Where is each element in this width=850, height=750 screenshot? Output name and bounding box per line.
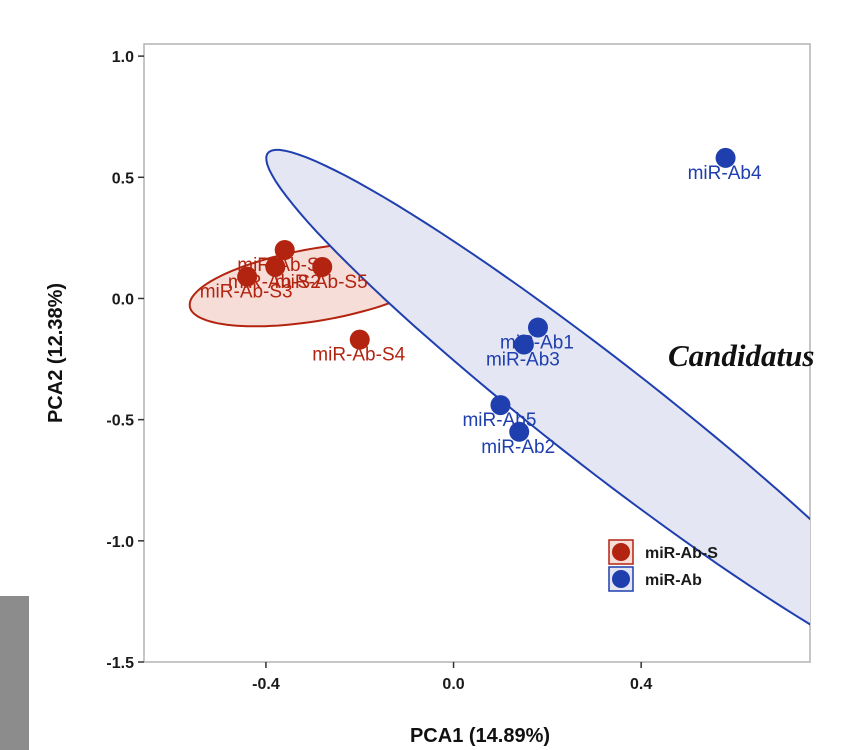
y-tick-label-5: -1.5 — [106, 655, 134, 672]
y-tick-label-4: -1.0 — [106, 534, 134, 551]
point-1-4 — [490, 395, 511, 416]
point-1-1 — [509, 421, 530, 442]
y-tick-label-2: 0.0 — [112, 291, 134, 308]
point-1-3 — [715, 147, 736, 168]
point-label-1-3: miR-Ab4 — [688, 163, 762, 184]
legend: miR-Ab-S miR-Ab — [608, 539, 718, 592]
y-tick-label-0: 1.0 — [112, 49, 134, 66]
legend-dot-0 — [612, 543, 630, 561]
legend-dot-1 — [612, 570, 630, 588]
point-label-0-4: miR-Ab-S5 — [275, 272, 368, 293]
point-0-4 — [312, 256, 333, 277]
point-label-1-1: miR-Ab2 — [481, 437, 555, 458]
point-1-2 — [513, 334, 534, 355]
x-tick-label-0: -0.4 — [252, 676, 280, 693]
point-0-1 — [265, 256, 286, 277]
point-label-0-2: miR-Ab-S3 — [200, 282, 293, 303]
x-tick-label-2: 0.4 — [630, 676, 652, 693]
legend-label-0: miR-Ab-S — [645, 545, 718, 562]
x-tick-label-1: 0.0 — [442, 676, 464, 693]
point-0-2 — [237, 266, 258, 287]
point-label-0-1: miR-Ab-S2 — [228, 272, 321, 293]
point-label-1-4: miR-Ab5 — [462, 410, 536, 431]
y-axis-title: PCA2 (12.38%) — [45, 283, 67, 423]
point-0-0 — [274, 240, 295, 260]
data-points — [237, 147, 736, 442]
point-label-0-0: miR-Ab-S1 — [237, 255, 330, 276]
y-tick-label-1: 0.5 — [112, 170, 134, 187]
legend-label-1: miR-Ab — [645, 572, 702, 589]
point-0-3 — [349, 329, 370, 350]
x-axis-title: PCA1 (14.89%) — [410, 725, 550, 747]
axes: -0.4 0.0 0.4 1.0 0.5 0.0 -0.5 -1.0 -1.5 — [106, 49, 652, 693]
gray-sidebar-block — [0, 596, 29, 750]
ellipse-miR-Ab — [265, 148, 810, 626]
confidence-ellipses — [188, 148, 810, 626]
point-label-0-3: miR-Ab-S4 — [312, 345, 405, 366]
point-label-1-0: miR-Ab1 — [500, 333, 574, 354]
point-label-1-2: miR-Ab3 — [486, 350, 560, 371]
point-1-0 — [527, 317, 548, 338]
candidatus-overlay-text: Candidatus — [668, 338, 815, 373]
y-tick-label-3: -0.5 — [106, 413, 134, 430]
